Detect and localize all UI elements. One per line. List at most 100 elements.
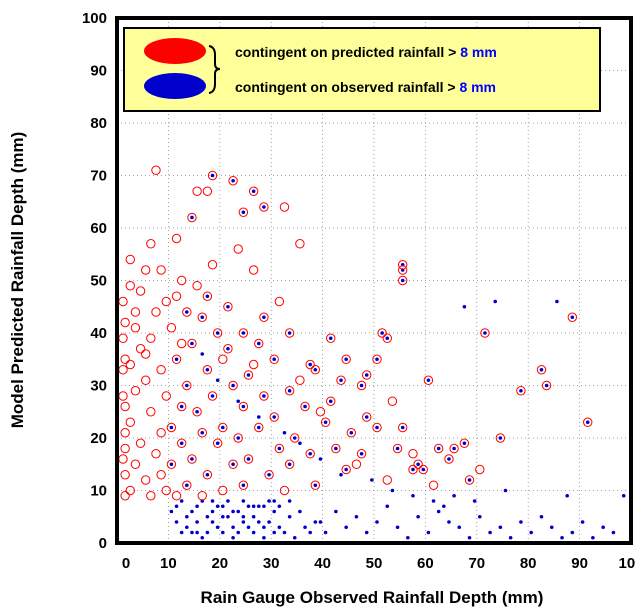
series-observed-layer — [169, 173, 626, 540]
point-observed — [287, 462, 292, 467]
point-observed — [478, 514, 482, 519]
point-predicted — [130, 307, 141, 317]
point-predicted — [228, 380, 238, 391]
plot-frame — [115, 16, 633, 545]
point-predicted — [233, 244, 243, 254]
y-tick-label: 90 — [90, 63, 107, 80]
point-observed — [328, 336, 333, 341]
point-observed — [472, 499, 477, 503]
point-observed — [282, 430, 287, 435]
point-predicted — [176, 438, 187, 448]
point-observed — [498, 436, 503, 440]
point-observed — [226, 499, 230, 503]
point-predicted — [269, 354, 279, 364]
point-observed — [231, 462, 235, 467]
point-predicted — [141, 475, 151, 485]
point-observed — [580, 520, 585, 524]
point-observed — [544, 383, 549, 388]
point-predicted — [305, 449, 315, 459]
point-observed — [375, 357, 379, 362]
point-predicted — [356, 449, 367, 459]
point-observed — [375, 425, 379, 430]
point-observed — [262, 525, 266, 530]
point-observed — [426, 378, 431, 383]
point-observed — [231, 509, 235, 514]
point-observed — [200, 315, 205, 320]
point-predicted — [120, 491, 130, 501]
point-observed — [215, 378, 220, 383]
y-tick-label: 80 — [90, 115, 107, 132]
point-observed — [339, 378, 343, 383]
point-predicted — [202, 186, 213, 196]
point-predicted — [284, 386, 295, 396]
point-observed — [195, 530, 199, 535]
point-observed — [190, 509, 194, 514]
point-observed — [318, 457, 323, 461]
point-observed — [277, 446, 282, 451]
point-predicted — [125, 281, 135, 291]
point-observed — [292, 535, 297, 540]
point-predicted — [156, 470, 166, 480]
point-predicted — [243, 454, 254, 464]
point-predicted — [228, 459, 238, 469]
legend-brace — [208, 45, 221, 94]
series-predicted-layer — [118, 165, 593, 501]
point-observed — [256, 415, 261, 419]
point-predicted — [583, 417, 593, 427]
x-tick-label: 30 — [263, 555, 280, 572]
point-observed — [267, 499, 271, 503]
point-predicted — [341, 354, 351, 364]
x-axis-title: Rain Gauge Observed Rainfall Depth (mm) — [201, 588, 544, 607]
point-observed — [210, 520, 215, 524]
point-predicted — [120, 428, 130, 438]
point-observed — [210, 394, 215, 398]
point-observed — [452, 446, 456, 451]
point-predicted — [223, 344, 233, 354]
point-predicted — [274, 443, 285, 454]
point-observed — [169, 462, 174, 467]
point-predicted — [536, 365, 547, 375]
point-predicted — [238, 207, 249, 217]
point-observed — [447, 520, 451, 524]
point-observed — [241, 514, 246, 519]
point-observed — [246, 525, 251, 530]
point-predicted — [141, 349, 151, 359]
point-observed — [195, 504, 199, 509]
point-observed — [611, 530, 616, 535]
point-observed — [179, 530, 184, 535]
x-tick-label: 50 — [366, 555, 383, 572]
point-observed — [185, 310, 189, 314]
point-predicted — [218, 485, 228, 496]
point-predicted — [187, 212, 197, 223]
point-predicted — [135, 286, 146, 296]
x-tick-label: 40 — [314, 555, 331, 572]
point-predicted — [346, 428, 356, 438]
point-predicted — [310, 365, 321, 375]
point-observed — [400, 425, 405, 430]
point-observed — [205, 530, 210, 535]
point-observed — [503, 488, 508, 493]
point-predicted — [274, 296, 285, 307]
point-observed — [241, 331, 246, 335]
point-observed — [467, 478, 472, 482]
point-observed — [442, 504, 446, 509]
point-observed — [190, 341, 194, 346]
point-predicted — [392, 443, 403, 454]
point-observed — [200, 352, 205, 356]
point-observed — [555, 299, 559, 304]
point-predicted — [171, 491, 182, 501]
point-predicted — [197, 312, 207, 322]
point-observed — [462, 441, 467, 446]
point-observed — [210, 499, 215, 503]
point-observed — [210, 509, 215, 514]
point-observed — [308, 530, 312, 535]
point-observed — [308, 451, 312, 456]
point-predicted — [228, 176, 238, 186]
point-predicted — [305, 359, 315, 370]
point-predicted — [516, 386, 526, 396]
point-predicted — [295, 375, 305, 385]
point-observed — [298, 441, 302, 446]
point-observed — [241, 404, 246, 409]
point-observed — [313, 520, 318, 524]
point-observed — [359, 383, 364, 388]
